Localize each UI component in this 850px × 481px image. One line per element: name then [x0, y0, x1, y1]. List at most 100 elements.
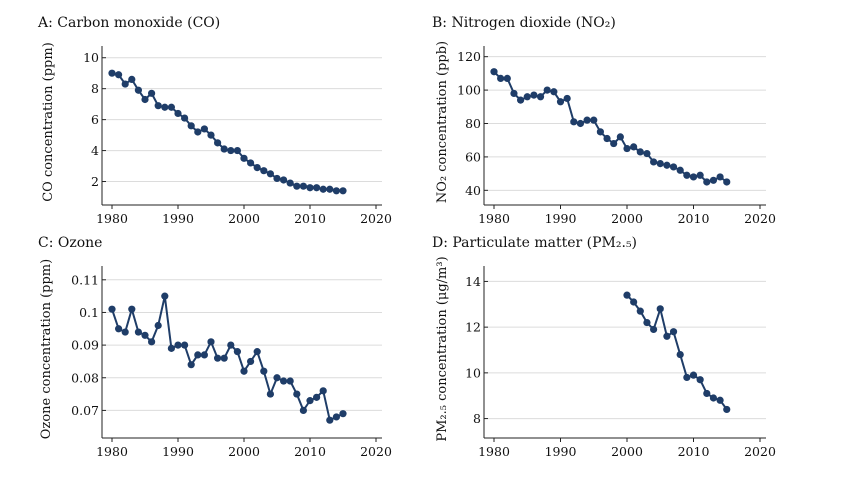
- panel-b-data-point: [689, 173, 698, 181]
- panel-c-title: C: Ozone: [38, 235, 102, 251]
- panel-b-data-point: [709, 176, 718, 184]
- panel-c-data-point: [326, 416, 334, 424]
- panel-b-data-point: [497, 74, 505, 82]
- panel-b-data-point: [556, 98, 565, 106]
- panel-c-data-point: [121, 328, 129, 336]
- panel-a-title: A: Carbon monoxide (CO): [37, 15, 220, 31]
- panel-a-data-point: [293, 182, 301, 190]
- panel-c-y-tick-label: 0.07: [71, 403, 99, 418]
- panel-c-data-point: [115, 325, 123, 333]
- panel-a-data-point: [141, 95, 149, 104]
- panel-b-data-point: [650, 158, 658, 166]
- panel-a-y-tick-label: 4: [91, 143, 99, 158]
- panel-b-x-tick-label: 2020: [744, 211, 776, 226]
- panel-d-data-point: [703, 389, 711, 398]
- panel-b-x-tick-label: 2000: [611, 211, 643, 226]
- panel-d-data-point: [656, 305, 664, 313]
- panel-b-data-point: [656, 159, 664, 168]
- panel-a-data-point: [115, 71, 123, 79]
- panel-b-y-tick-label: 100: [457, 83, 481, 98]
- panel-a-data-point: [299, 182, 307, 190]
- panel-b-data-point: [517, 96, 525, 104]
- panel-c-data-point: [200, 351, 208, 359]
- panel-d-data-point: [650, 325, 658, 334]
- panel-a-data-point: [286, 179, 294, 187]
- panel-c-x-tick-label: 2010: [294, 444, 326, 459]
- panel-c-data-point: [260, 367, 268, 375]
- panel-c-data-point: [108, 305, 116, 313]
- panel-a-data-point: [148, 89, 156, 97]
- panel-a-data-point: [273, 174, 281, 183]
- panel-b-data-point: [576, 119, 585, 128]
- panel-c-data-point: [319, 387, 327, 395]
- panel-b-y-tick-label: 120: [457, 49, 481, 64]
- panel-c-data-point: [128, 305, 136, 313]
- panel-b-data-point: [630, 143, 638, 151]
- panel-c-data-point: [266, 390, 274, 398]
- panel-b-y-tick-label: 80: [465, 116, 481, 131]
- panel-c-data-point: [148, 338, 156, 346]
- panel-c-data-point: [293, 390, 301, 398]
- panel-d-y-tick-label: 8: [473, 411, 481, 426]
- panel-d-x-tick-label: 2020: [744, 444, 776, 459]
- panel-c-data-point: [253, 348, 261, 356]
- panel-b-data-point: [503, 74, 511, 82]
- panel-d-data-point: [716, 396, 724, 404]
- panel-a-data-point: [214, 139, 222, 147]
- panel-b-data-point: [536, 93, 545, 101]
- panel-a-data-point: [200, 125, 208, 133]
- panel-c-y-tick-label: 0.11: [71, 272, 99, 287]
- panel-a-data-point: [121, 80, 129, 88]
- panel-a-y-axis-label: CO concentration (ppm): [41, 42, 56, 202]
- panel-a-data-point: [280, 176, 288, 184]
- panel-c-data-point: [306, 397, 314, 405]
- panel-a-data-point: [253, 164, 261, 172]
- panel-b-y-tick-label: 40: [465, 183, 481, 198]
- panel-c-y-axis-label: Ozone concentration (ppm): [39, 259, 54, 439]
- panel-b-data-point: [669, 163, 678, 171]
- panel-d-y-tick-label: 12: [465, 320, 481, 335]
- panel-a-data-point: [313, 184, 321, 192]
- panel-c-y-tick-label: 0.09: [71, 338, 99, 353]
- panel-a-x-tick-label: 2020: [360, 211, 392, 226]
- panel-a-data-point: [240, 154, 248, 162]
- panel-d-data-point: [623, 291, 631, 299]
- panel-c-data-point: [194, 351, 202, 359]
- panel-b-data-point: [543, 86, 551, 94]
- panel-d-x-tick-label: 2000: [611, 444, 643, 459]
- panel-a-series-line: [111, 72, 343, 192]
- panel-b-title: B: Nitrogen dioxide (NO₂): [432, 15, 616, 31]
- panel-c-data-point: [339, 410, 347, 418]
- panel-c-data-point: [280, 377, 288, 385]
- panel-c-data-point: [134, 328, 142, 336]
- panel-c-x-tick-label: 1990: [162, 444, 194, 459]
- panel-a-data-point: [266, 170, 274, 178]
- panel-c-data-point: [286, 377, 294, 385]
- panel-a-data-point: [128, 75, 136, 83]
- panel-b-data-point: [490, 68, 498, 76]
- panel-a-x-tick-label: 1980: [96, 211, 128, 226]
- panel-b-data-point: [583, 116, 591, 124]
- panel-c: C: Ozone Ozone concentration (ppm) 0.07 0.0…: [38, 235, 392, 459]
- panel-d-data-point: [636, 307, 644, 315]
- panel-c-data-point: [161, 292, 169, 300]
- panel-c-data-point: [167, 344, 175, 352]
- panel-b-y-tick-label: 60: [465, 149, 481, 164]
- panel-c-data-point: [233, 348, 241, 356]
- panel-c-data-point: [240, 367, 248, 375]
- panel-b-data-point: [570, 118, 578, 126]
- panel-c-y-tick-label: 0.08: [71, 370, 99, 385]
- panel-a-data-point: [187, 122, 195, 130]
- panel-c-data-point: [247, 357, 255, 366]
- panel-d-y-tick-label: 14: [465, 274, 481, 289]
- panel-c-data-point: [214, 354, 222, 362]
- panel-c-data-point: [187, 361, 195, 369]
- panel-b-data-point: [523, 93, 531, 101]
- panel-c-data-point: [220, 354, 228, 362]
- panel-c-data-point: [273, 374, 281, 382]
- panel-c-x-tick-label: 2020: [360, 444, 392, 459]
- panel-a-data-point: [174, 109, 182, 118]
- panel-d-y-tick-label: 10: [465, 365, 481, 380]
- panel-d-title: D: Particulate matter (PM₂.₅): [432, 235, 637, 251]
